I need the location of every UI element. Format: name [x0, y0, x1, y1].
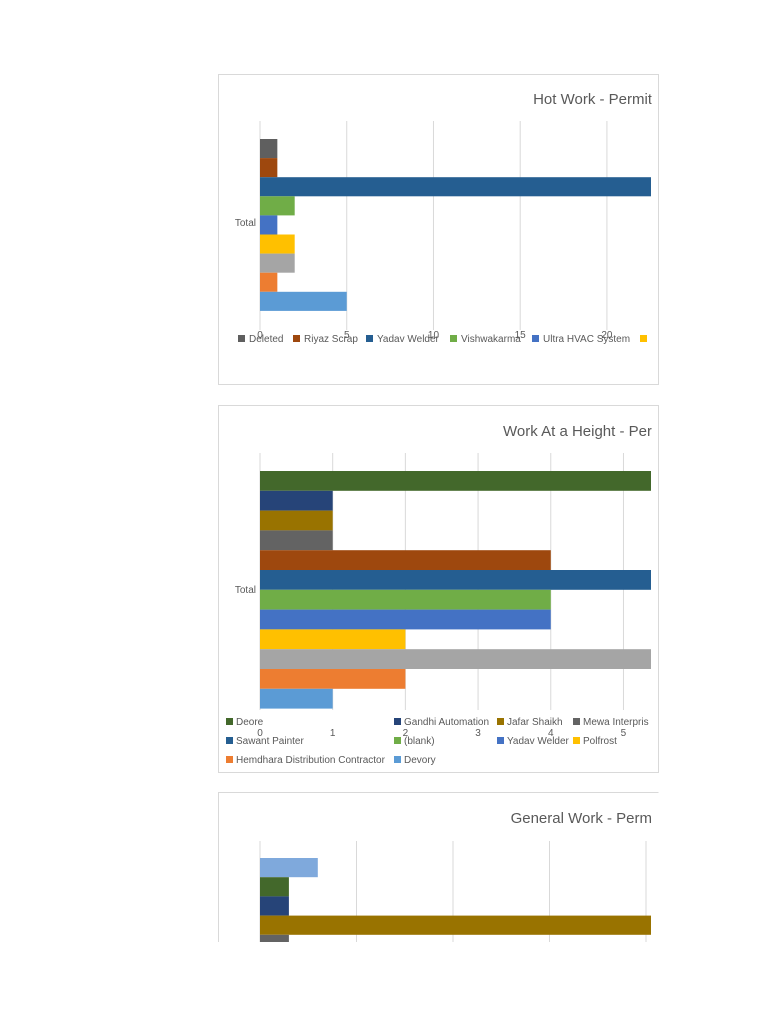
hot-work-chart: Hot Work - Permit Total 0 5 10 15 20 Deleted…: [218, 74, 659, 385]
legend-swatch: [573, 718, 580, 725]
legend-swatch: [573, 737, 580, 744]
legend-label: Vishwakarma: [461, 334, 521, 345]
legend-swatch: [497, 718, 504, 725]
legend-label: Gandhi Automation: [404, 717, 489, 728]
bar: [260, 215, 278, 235]
legend-swatch: [394, 756, 401, 763]
tick-label: 20: [601, 330, 613, 341]
bar: [260, 530, 333, 551]
legend-swatch: [226, 756, 233, 763]
general-work-chart: General Work - Perm: [218, 792, 659, 942]
legend-label: Yadav Welder: [377, 334, 440, 345]
chart-title: Work At a Height - Per: [503, 423, 652, 440]
tick-label: 2: [403, 728, 409, 739]
legend-label: Yadav Welder: [507, 736, 570, 747]
tick-label: 5: [344, 330, 350, 341]
tick-label: 3: [475, 728, 481, 739]
legend-swatch: [238, 335, 245, 342]
tick-label: 4: [548, 728, 554, 739]
tick-label: 1: [330, 728, 336, 739]
bar: [260, 272, 278, 292]
chart-frame: [218, 792, 659, 942]
legend-label: Devory: [404, 755, 436, 766]
legend-label: (blank): [404, 736, 435, 747]
bar: [260, 139, 278, 159]
legend-swatch: [226, 718, 233, 725]
legend-swatch: [366, 335, 373, 342]
bar: [260, 858, 318, 878]
bar: [260, 877, 289, 897]
bars: [260, 471, 651, 709]
bar: [260, 649, 651, 669]
bar: [260, 915, 651, 935]
bar: [260, 570, 651, 590]
bar: [260, 291, 347, 311]
tick-label: 15: [515, 330, 527, 341]
legend-swatch: [640, 335, 647, 342]
tick-label: 0: [257, 728, 263, 739]
bars: [260, 858, 651, 942]
legend: Deleted Riyaz Scrap Yadav Welder Vishwakarm…: [238, 334, 647, 345]
tick-labels: 0 1 2 3 4 5: [257, 728, 626, 739]
bar: [260, 196, 295, 216]
work-at-height-chart: Work At a Height - Per Total 0 1 2 3 4 5 Deor…: [218, 405, 659, 773]
bar: [260, 550, 551, 570]
bar: [260, 609, 551, 630]
tick-label: 0: [257, 330, 263, 341]
legend-swatch: [532, 335, 539, 342]
legend-swatch: [450, 335, 457, 342]
category-label: Total: [235, 218, 256, 229]
chart-title: Hot Work - Permit: [533, 91, 653, 108]
legend: Deore Gandhi Automation Jafar Shaikh Mewa I…: [226, 717, 649, 766]
bars: [260, 139, 651, 311]
bar: [260, 234, 295, 254]
bar: [260, 158, 278, 178]
tick-labels: 0 5 10 15 20: [257, 330, 613, 341]
bar: [260, 896, 289, 916]
bar: [260, 471, 651, 491]
legend-swatch: [497, 737, 504, 744]
chart-frame: [218, 74, 659, 385]
chart-title: General Work - Perm: [511, 810, 652, 827]
legend-label: Deleted: [249, 334, 283, 345]
legend-label: Jafar Shaikh: [507, 717, 563, 728]
tick-label: 5: [621, 728, 627, 739]
bar: [260, 490, 333, 511]
legend-label: Hemdhara Distribution Contractor: [236, 755, 386, 766]
category-label: Total: [235, 585, 256, 596]
tick-label: 10: [428, 330, 440, 341]
legend-swatch: [394, 718, 401, 725]
legend-label: Mewa Interpris: [583, 717, 649, 728]
legend-swatch: [226, 737, 233, 744]
bar: [260, 510, 333, 531]
legend-label: Sawant Painter: [236, 736, 304, 747]
legend-label: Deore: [236, 717, 264, 728]
bar: [260, 177, 651, 197]
bar: [260, 589, 551, 610]
bar: [260, 934, 289, 942]
legend-swatch: [394, 737, 401, 744]
legend-label: Riyaz Scrap: [304, 334, 358, 345]
bar: [260, 253, 295, 273]
legend-label: Ultra HVAC System: [543, 334, 630, 345]
bar: [260, 688, 333, 709]
legend-swatch: [293, 335, 300, 342]
legend-label: Polfrost: [583, 736, 617, 747]
bar: [260, 669, 406, 689]
bar: [260, 629, 406, 650]
